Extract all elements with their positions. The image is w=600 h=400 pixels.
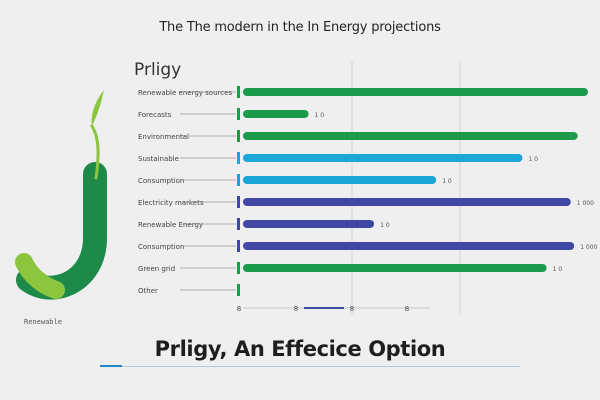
chart-title: The The modern in the In Energy projecti… — [159, 20, 441, 35]
category-label: Sustainable — [138, 155, 179, 163]
bar — [243, 110, 309, 118]
bar-marker — [237, 284, 240, 296]
footer-title: Prligy, An Effecice Option — [154, 337, 446, 361]
bar-marker — [237, 174, 240, 186]
x-tick-label: 8 — [350, 305, 354, 313]
bar — [243, 176, 437, 184]
bar-value-label: 1 0 — [553, 266, 563, 273]
footer-accent-mark — [100, 365, 122, 367]
category-label: Consumption — [138, 177, 184, 185]
x-tick-label: 8 — [294, 305, 298, 313]
bar — [243, 154, 523, 162]
category-label: Environmental — [138, 133, 189, 141]
bar-marker — [237, 86, 240, 98]
category-label: Renewable Energy — [138, 221, 203, 229]
category-label: Electricity markets — [138, 199, 204, 207]
bar-value-label: 1 0 — [442, 178, 452, 185]
category-label: Green grid — [138, 265, 175, 273]
category-label: Renewable energy sources — [138, 89, 232, 97]
bar-value-label: 1 0 — [528, 156, 538, 163]
bar — [243, 242, 575, 250]
category-label: Consumption — [138, 243, 184, 251]
chart-x-axis: 8 8 8 8 — [237, 305, 430, 313]
category-label: Forecasts — [138, 111, 172, 119]
brand-label: Prligy — [134, 60, 182, 80]
chart-rows: Renewable energy sources Forecasts 1 0 Envi… — [138, 86, 598, 296]
chart-gridlines — [351, 61, 461, 315]
footer-divider — [100, 366, 520, 367]
j-leaf-icon — [15, 90, 107, 300]
bar — [243, 132, 578, 140]
bar — [243, 198, 571, 206]
bar — [243, 264, 547, 272]
bar — [243, 88, 588, 96]
footer-caption: Renewable — [24, 318, 62, 326]
bar-marker — [237, 262, 240, 274]
x-tick-label: 8 — [405, 305, 409, 313]
bar-value-label: 1 0 — [380, 222, 390, 229]
bar-value-label: 1 000 — [580, 244, 597, 251]
category-label: Other — [138, 287, 158, 295]
bar-marker — [237, 130, 240, 142]
x-tick-label: 8 — [237, 305, 241, 313]
bar-marker — [237, 108, 240, 120]
bar-value-label: 1 000 — [577, 200, 594, 207]
bar-marker — [237, 152, 240, 164]
bar-marker — [237, 196, 240, 208]
bar-marker — [237, 240, 240, 252]
bar — [243, 220, 375, 228]
bar-value-label: 1 0 — [315, 112, 325, 119]
bar-marker — [237, 218, 240, 230]
